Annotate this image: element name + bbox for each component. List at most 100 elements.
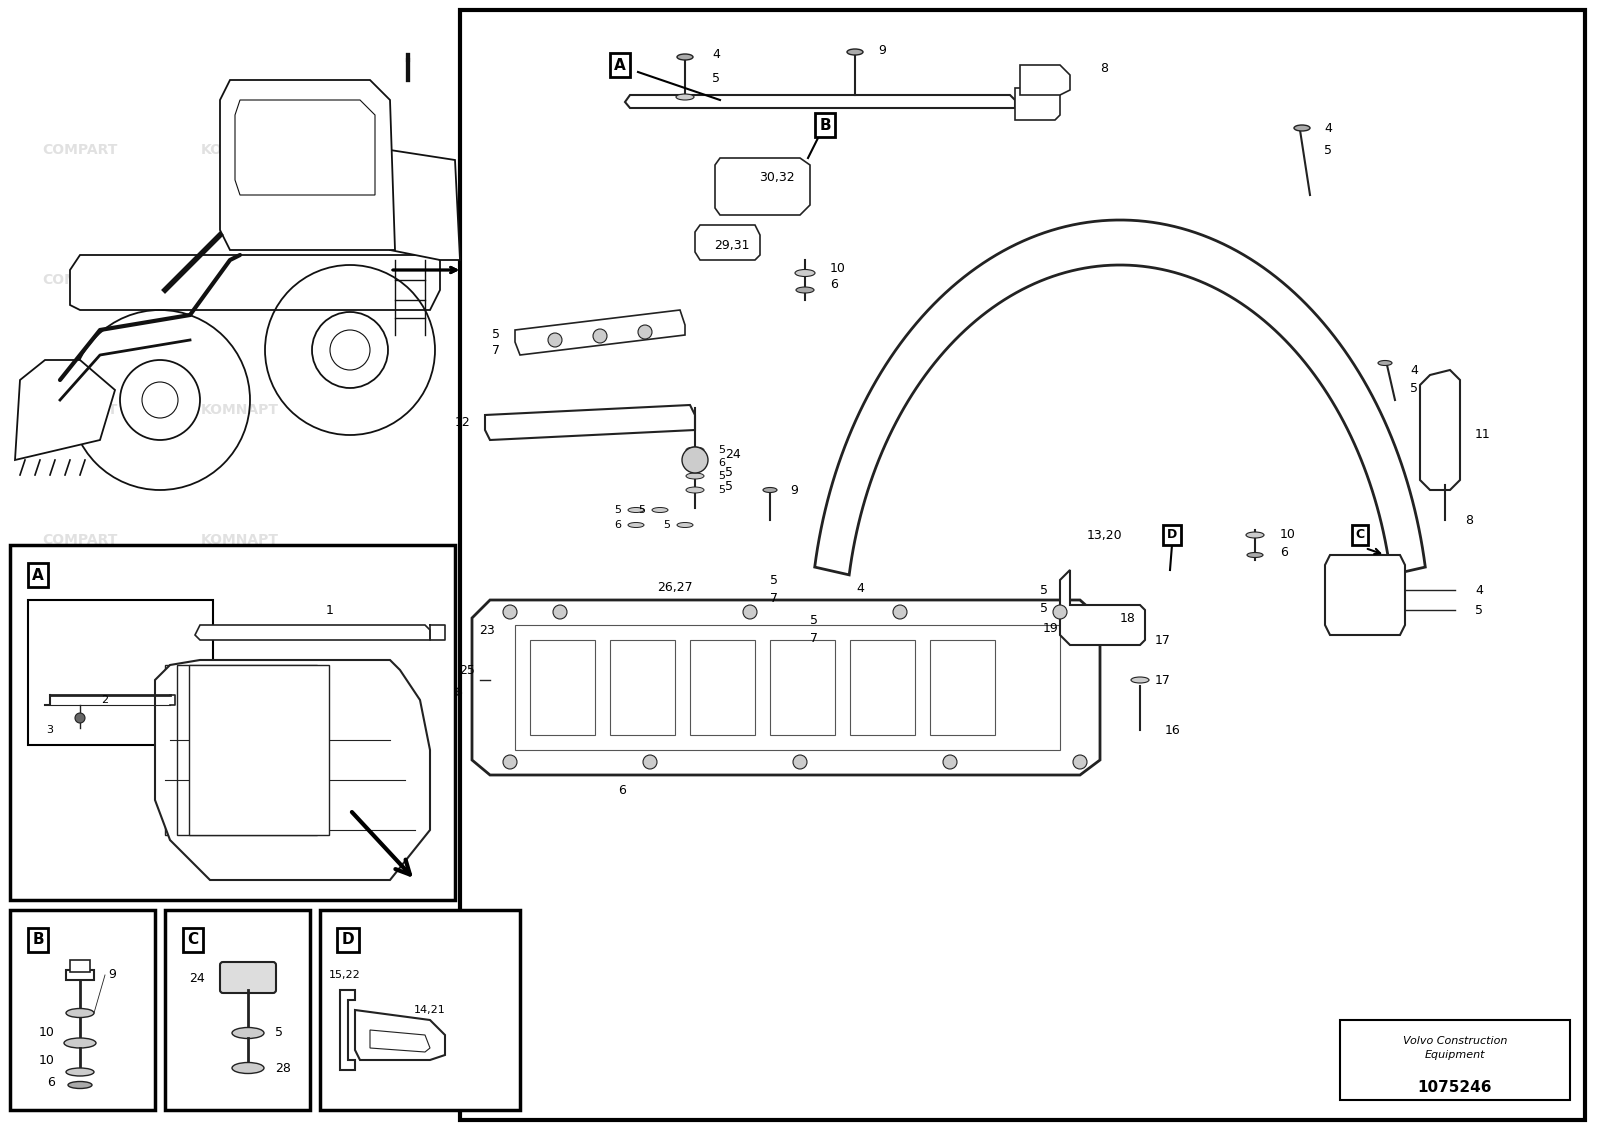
Polygon shape (165, 664, 306, 835)
Text: KOMNAPT: KOMNAPT (202, 403, 278, 417)
Polygon shape (814, 220, 1426, 575)
Circle shape (893, 605, 907, 619)
Text: 10: 10 (830, 261, 846, 275)
Text: KOMNAPT: KOMNAPT (1430, 273, 1509, 287)
Polygon shape (1421, 370, 1459, 490)
Text: 5: 5 (718, 445, 725, 455)
Polygon shape (485, 405, 694, 440)
FancyBboxPatch shape (221, 962, 277, 993)
Text: 5: 5 (718, 485, 725, 495)
Ellipse shape (1294, 125, 1310, 131)
Text: A: A (32, 567, 43, 582)
Text: 1075246: 1075246 (1418, 1080, 1493, 1095)
Text: 5: 5 (614, 505, 621, 515)
Text: COMPART: COMPART (42, 533, 118, 547)
Text: COMPART: COMPART (693, 993, 768, 1007)
Text: KOMNAPT: KOMNAPT (882, 993, 958, 1007)
Circle shape (502, 605, 517, 619)
Text: 13,20: 13,20 (1086, 529, 1122, 541)
Polygon shape (178, 664, 317, 835)
Polygon shape (390, 150, 461, 260)
Text: 10: 10 (38, 1053, 54, 1067)
Text: 24: 24 (189, 972, 205, 984)
Ellipse shape (66, 1008, 94, 1017)
Bar (690, 640, 755, 734)
Bar (1341, 1020, 1570, 1099)
Text: 4: 4 (1325, 122, 1331, 134)
Text: 7: 7 (770, 591, 778, 605)
Text: 25: 25 (459, 663, 475, 677)
Text: 29,31: 29,31 (715, 238, 750, 252)
Polygon shape (694, 225, 760, 260)
Polygon shape (195, 625, 430, 640)
Circle shape (1053, 605, 1067, 619)
Ellipse shape (686, 447, 704, 453)
Bar (530, 640, 595, 734)
Text: KOMNAPT: KOMNAPT (691, 573, 770, 586)
Text: 3: 3 (46, 725, 53, 734)
Ellipse shape (675, 94, 694, 99)
Text: Volvo Construction
Equipment: Volvo Construction Equipment (1403, 1036, 1507, 1060)
Text: 5: 5 (275, 1026, 283, 1040)
Text: 5: 5 (1040, 583, 1048, 597)
Text: 10: 10 (38, 1026, 54, 1040)
Text: COMPART: COMPART (42, 663, 118, 677)
Ellipse shape (627, 522, 643, 528)
Polygon shape (70, 255, 440, 310)
Text: KOMNAPT: KOMNAPT (1430, 873, 1509, 887)
Text: 10: 10 (1280, 529, 1296, 541)
Polygon shape (515, 310, 685, 355)
Bar (461, 10, 1586, 1120)
Text: KOMNAPT: KOMNAPT (1061, 873, 1139, 887)
Text: COMPART: COMPART (1062, 723, 1138, 737)
Text: 9: 9 (109, 968, 115, 982)
Text: COMPART: COMPART (42, 403, 118, 417)
Circle shape (547, 333, 562, 347)
Text: COMPART: COMPART (882, 873, 958, 887)
Text: KOMNAPT: KOMNAPT (882, 723, 958, 737)
Ellipse shape (1131, 677, 1149, 683)
Text: KOMNAPT: KOMNAPT (882, 423, 958, 437)
Text: COMPART: COMPART (1432, 723, 1507, 737)
Text: COMPART: COMPART (693, 123, 768, 137)
Text: 4: 4 (1410, 364, 1418, 376)
Text: 19: 19 (1042, 622, 1058, 635)
Text: 4: 4 (712, 49, 720, 61)
Circle shape (643, 755, 658, 770)
Text: 11: 11 (1475, 428, 1491, 442)
Text: 5: 5 (725, 466, 733, 478)
Text: KOMNAPT: KOMNAPT (691, 273, 770, 287)
Bar (10, 545, 454, 899)
Text: KOMNAPT: KOMNAPT (202, 533, 278, 547)
Ellipse shape (67, 1081, 93, 1088)
Circle shape (942, 755, 957, 770)
Bar (850, 640, 915, 734)
Text: D: D (1166, 529, 1178, 541)
Text: 23: 23 (480, 624, 494, 636)
Bar (515, 625, 1059, 750)
Text: 28: 28 (275, 1061, 291, 1075)
Bar (165, 910, 310, 1110)
Text: 24: 24 (725, 449, 741, 461)
Polygon shape (1014, 88, 1059, 120)
Text: 1: 1 (326, 603, 334, 617)
Text: KOMNAPT: KOMNAPT (1242, 723, 1318, 737)
Text: KOMNAPT: KOMNAPT (202, 144, 278, 157)
Text: 5: 5 (1475, 603, 1483, 617)
Text: COMPART: COMPART (42, 144, 118, 157)
Ellipse shape (1246, 553, 1262, 557)
Text: KOMNAPT: KOMNAPT (1242, 423, 1318, 437)
Ellipse shape (686, 487, 704, 493)
Text: 26,27: 26,27 (658, 582, 693, 594)
Text: B: B (32, 932, 43, 947)
Circle shape (554, 605, 566, 619)
Text: D: D (342, 932, 354, 947)
Text: KOMNAPT: KOMNAPT (202, 793, 278, 807)
Circle shape (1074, 755, 1086, 770)
Ellipse shape (677, 54, 693, 60)
Text: 15,22: 15,22 (330, 970, 362, 980)
Text: COMPART: COMPART (1242, 873, 1318, 887)
Polygon shape (715, 158, 810, 215)
Text: 2: 2 (101, 695, 109, 705)
Circle shape (682, 447, 707, 473)
